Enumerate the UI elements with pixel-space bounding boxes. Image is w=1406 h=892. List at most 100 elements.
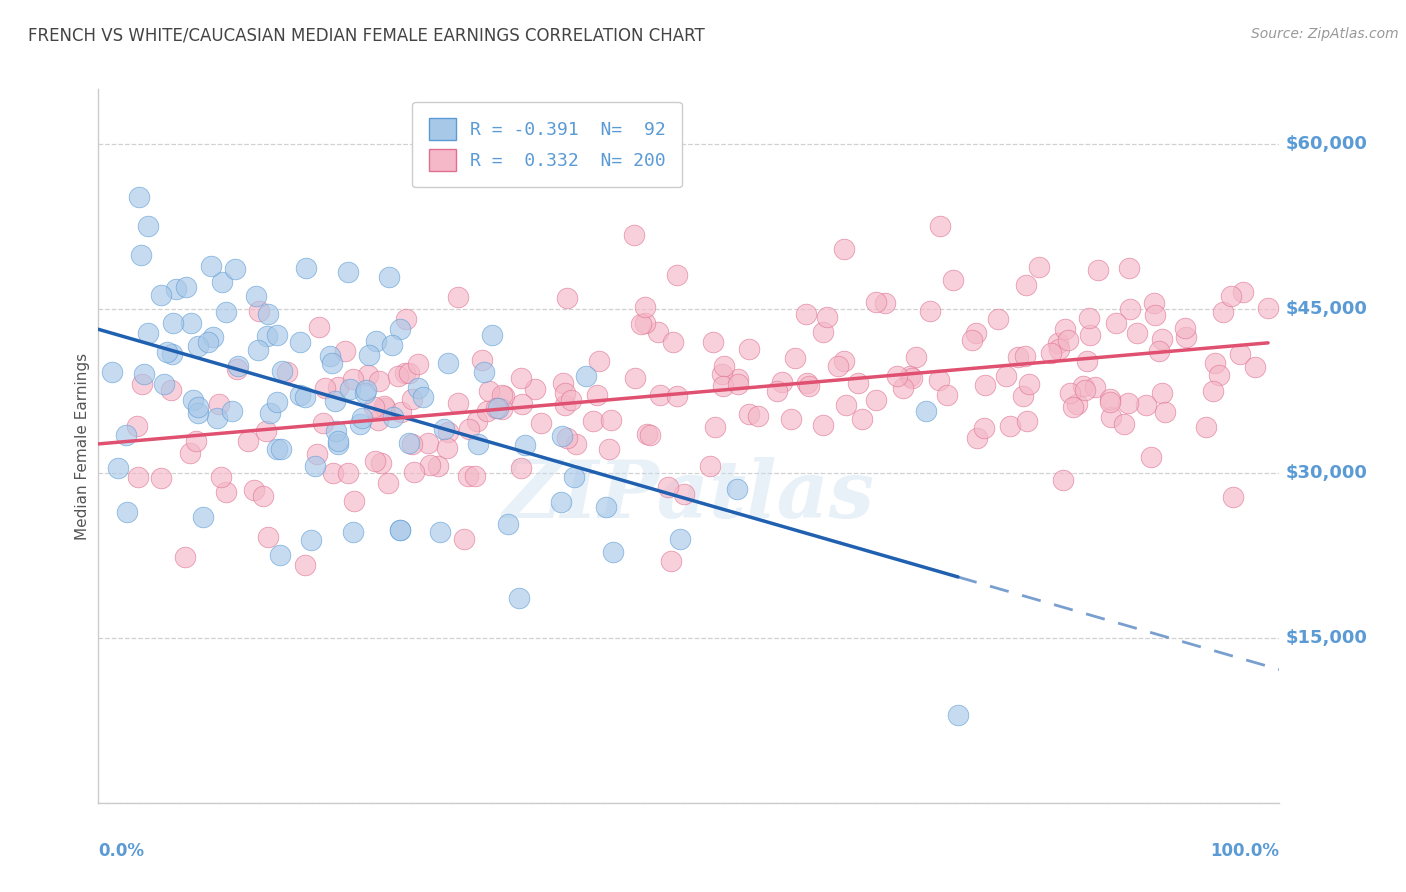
Whites/Caucasians [827,359,849,373]
Whites/Caucasians [453,532,475,546]
Whites/Caucasians [1084,379,1107,393]
Whites/Caucasians [928,372,950,386]
French [181,393,204,408]
Whites/Caucasians [458,422,481,436]
French [257,307,280,321]
Whites/Caucasians [901,371,924,385]
Whites/Caucasians [1229,347,1251,361]
French [200,260,222,274]
Whites/Caucasians [623,371,645,385]
Whites/Caucasians [1087,262,1109,277]
French [575,368,598,383]
Whites/Caucasians [343,494,366,508]
Whites/Caucasians [305,447,328,461]
Whites/Caucasians [657,480,679,494]
Whites/Caucasians [243,483,266,497]
Whites/Caucasians [1040,346,1063,360]
French [115,428,138,442]
Whites/Caucasians [464,469,486,483]
Whites/Caucasians [599,412,621,426]
French [562,470,585,484]
Whites/Caucasians [491,402,513,417]
Whites/Caucasians [127,470,149,484]
French [174,280,197,294]
Whites/Caucasians [373,399,395,413]
Whites/Caucasians [1116,396,1139,410]
French [412,390,434,404]
Whites/Caucasians [555,291,578,305]
French [299,533,322,547]
French [486,401,509,416]
Whites/Caucasians [395,312,418,326]
French [136,326,159,341]
Whites/Caucasians [898,369,921,384]
Whites/Caucasians [1007,350,1029,364]
Whites/Caucasians [1175,329,1198,343]
Whites/Caucasians [1139,450,1161,465]
Whites/Caucasians [1015,278,1038,293]
Whites/Caucasians [554,398,576,412]
Whites/Caucasians [785,351,807,366]
Whites/Caucasians [150,471,173,485]
Whites/Caucasians [960,333,983,347]
Whites/Caucasians [832,242,855,256]
Whites/Caucasians [419,458,441,472]
Whites/Caucasians [703,419,725,434]
Whites/Caucasians [247,303,270,318]
Whites/Caucasians [630,317,652,331]
Whites/Caucasians [398,366,420,380]
French [389,523,412,537]
Whites/Caucasians [832,353,855,368]
French [266,328,288,343]
Whites/Caucasians [427,458,450,473]
French [187,400,209,414]
Whites/Caucasians [363,401,385,415]
French [378,269,401,284]
French [353,386,375,401]
Whites/Caucasians [401,436,423,450]
Whites/Caucasians [446,290,468,304]
French [101,365,124,379]
Whites/Caucasians [236,434,259,448]
Whites/Caucasians [209,470,232,484]
Whites/Caucasians [702,334,724,349]
Whites/Caucasians [965,326,987,340]
Text: 0.0%: 0.0% [98,842,145,860]
French [152,376,174,391]
Whites/Caucasians [711,367,734,381]
Whites/Caucasians [1143,296,1166,310]
Whites/Caucasians [998,418,1021,433]
Whites/Caucasians [1015,414,1038,428]
Whites/Caucasians [174,550,197,565]
Whites/Caucasians [184,434,207,449]
French [328,437,350,451]
French [132,368,155,382]
French [202,330,225,344]
French [349,417,371,432]
Whites/Caucasians [994,369,1017,384]
Whites/Caucasians [727,372,749,386]
Whites/Caucasians [1074,383,1097,397]
Whites/Caucasians [225,362,247,376]
Whites/Caucasians [636,426,658,441]
Whites/Caucasians [1018,376,1040,391]
Whites/Caucasians [1071,379,1094,393]
French [319,349,342,363]
Text: 100.0%: 100.0% [1211,842,1279,860]
Whites/Caucasians [370,456,392,470]
Whites/Caucasians [475,404,498,418]
Whites/Caucasians [634,300,657,314]
Whites/Caucasians [159,383,181,397]
Whites/Caucasians [765,384,787,398]
Whites/Caucasians [1222,490,1244,504]
Whites/Caucasians [314,381,336,395]
French [388,321,411,335]
Whites/Caucasians [510,371,533,385]
Y-axis label: Median Female Earnings: Median Female Earnings [75,352,90,540]
Whites/Caucasians [1099,410,1122,425]
French [187,339,209,353]
French [197,334,219,349]
Whites/Caucasians [565,436,588,450]
Whites/Caucasians [465,413,488,427]
Whites/Caucasians [437,425,460,439]
